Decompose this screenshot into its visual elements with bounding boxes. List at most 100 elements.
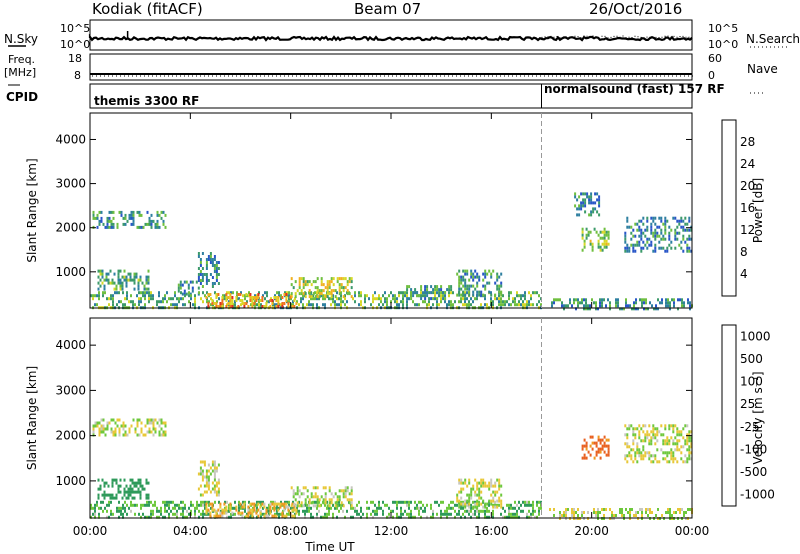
power-cell <box>574 195 577 199</box>
power-cell <box>605 245 608 249</box>
velocity-cell <box>92 433 95 437</box>
velocity-cell <box>244 509 246 513</box>
power-cell <box>318 289 321 293</box>
power-cell <box>446 288 449 292</box>
velocity-cell <box>268 503 270 507</box>
velocity-cell <box>278 512 280 516</box>
power-cell <box>156 303 158 307</box>
power-cell <box>285 293 288 296</box>
velocity-cell <box>242 500 244 504</box>
velocity-cell <box>350 506 352 510</box>
power-cell <box>484 303 486 307</box>
power-cell <box>350 286 353 290</box>
power-cell <box>454 300 456 304</box>
power-cell <box>652 216 655 220</box>
velocity-cell <box>288 500 290 504</box>
power-cell <box>116 225 119 229</box>
velocity-cell <box>107 493 110 497</box>
velocity-cell <box>228 506 230 510</box>
velocity-cell <box>656 448 659 452</box>
power-cell <box>590 213 593 217</box>
velocity-cell <box>436 500 438 504</box>
velocity-cell <box>304 498 307 502</box>
velocity-cell <box>139 478 142 482</box>
power-cell <box>205 296 208 299</box>
velocity-cell <box>320 503 322 507</box>
power-cell <box>290 283 293 287</box>
velocity-cell <box>283 508 286 512</box>
velocity-cell <box>276 506 278 510</box>
velocity-cell <box>652 430 655 434</box>
power-cell <box>438 303 440 307</box>
velocity-cell <box>96 421 99 425</box>
power-cell <box>676 231 679 235</box>
power-cell <box>450 285 453 289</box>
velocity-cell <box>414 515 416 519</box>
velocity-cell <box>316 512 318 516</box>
velocity-cell <box>334 492 337 496</box>
velocity-cell <box>98 427 101 431</box>
power-cell <box>306 303 308 307</box>
velocity-cell <box>500 505 503 509</box>
velocity-cell <box>208 512 210 516</box>
velocity-cell <box>496 505 499 509</box>
velocity-cell <box>223 502 226 506</box>
power-cell <box>682 249 685 253</box>
velocity-cell <box>480 484 483 488</box>
cpid-label: CPID <box>6 90 39 104</box>
velocity-cell <box>213 490 216 494</box>
power-cell <box>346 289 349 293</box>
velocity-cell <box>342 489 345 493</box>
velocity-cell <box>498 478 501 482</box>
power-colorbar-frame <box>721 119 737 297</box>
power-cell <box>129 272 132 276</box>
power-cell <box>638 240 641 244</box>
power-cell <box>678 219 681 223</box>
velocity-cell <box>277 508 280 512</box>
power-cell <box>174 303 176 307</box>
velocity-cell <box>458 502 461 506</box>
velocity-cell <box>476 487 479 491</box>
power-cell <box>498 300 500 304</box>
velocity-cell <box>129 487 132 491</box>
velocity-cell <box>94 421 97 425</box>
velocity-cell <box>96 424 99 428</box>
velocity-cell <box>510 506 512 510</box>
velocity-echo-region <box>205 502 298 518</box>
velocity-cell <box>492 512 494 516</box>
velocity-cell <box>182 506 184 510</box>
velocity-cell <box>446 506 448 510</box>
velocity-cell <box>217 487 220 491</box>
velocity-cell <box>416 503 418 507</box>
power-cell <box>440 285 443 289</box>
velocity-cell <box>636 448 639 452</box>
power-cell <box>510 303 512 307</box>
power-cell <box>476 290 479 294</box>
power-cell <box>500 293 503 297</box>
power-cell <box>619 307 621 311</box>
power-cell <box>140 225 143 229</box>
power-cell <box>304 283 307 287</box>
velocity-cell <box>510 512 512 516</box>
power-cell <box>211 264 214 267</box>
velocity-cell <box>288 503 290 507</box>
velocity-cell <box>294 492 297 496</box>
power-cell <box>229 302 232 305</box>
power-cell <box>667 298 669 302</box>
velocity-cell <box>680 433 683 437</box>
velocity-cell <box>605 444 608 448</box>
power-cell <box>154 225 157 229</box>
velocity-cell <box>118 500 120 504</box>
power-cell <box>338 289 341 293</box>
power-cell <box>316 295 319 299</box>
nsearch-label: N.Search <box>746 32 800 46</box>
velocity-cell <box>338 500 340 504</box>
power-cell <box>528 291 530 295</box>
power-cell <box>197 273 200 276</box>
power-cell <box>590 201 593 205</box>
velocity-cell <box>164 430 167 434</box>
nsky-panel-frame <box>89 19 693 51</box>
velocity-cell <box>265 508 268 512</box>
power-cell <box>145 287 148 291</box>
velocity-cell <box>203 463 206 467</box>
